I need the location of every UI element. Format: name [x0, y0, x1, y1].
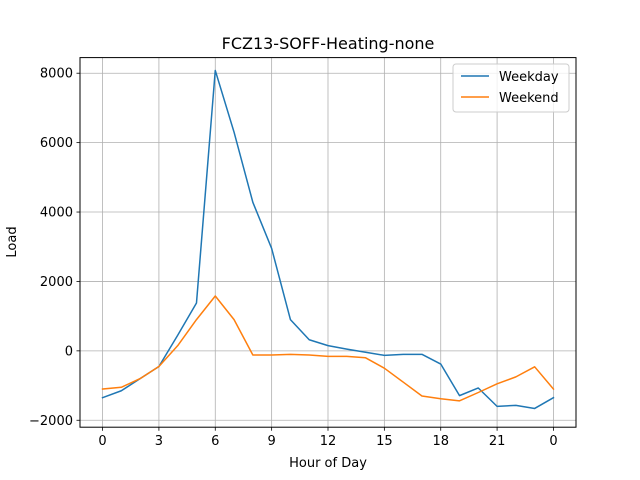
y-tick-label: 0	[65, 344, 73, 359]
series-lines	[101, 69, 555, 410]
series-line-weekend	[101, 295, 555, 402]
y-axis-title: Load	[5, 226, 20, 257]
y-tick-label: 6000	[40, 136, 73, 151]
y-tick-label: 2000	[40, 275, 73, 290]
grid	[80, 57, 576, 428]
x-tick-label: 12	[320, 434, 337, 449]
x-tick-label: 0	[98, 434, 106, 449]
chart-title: FCZ13-SOFF-Heating-none	[222, 34, 435, 53]
legend: Weekday Weekend	[452, 63, 570, 113]
y-tick-label: 4000	[40, 206, 73, 221]
x-tick-label: 18	[432, 434, 449, 449]
axis-ticks: 0 3 6 9 12 15 18 21 0 −2000 0 2000 4000 6000 8000	[29, 67, 558, 449]
y-tick-label: 8000	[40, 67, 73, 82]
x-tick-label: 3	[155, 434, 163, 449]
x-tick-label: 0	[549, 434, 557, 449]
x-axis-title: Hour of Day	[289, 456, 367, 471]
x-tick-label: 6	[211, 434, 219, 449]
x-tick-label: 15	[376, 434, 393, 449]
x-tick-label: 21	[489, 434, 506, 449]
y-tick-label: −2000	[29, 414, 73, 429]
legend-label-weekend: Weekend	[499, 91, 559, 106]
series-line-weekday	[101, 69, 555, 410]
legend-label-weekday: Weekday	[499, 70, 559, 85]
x-tick-label: 9	[267, 434, 275, 449]
